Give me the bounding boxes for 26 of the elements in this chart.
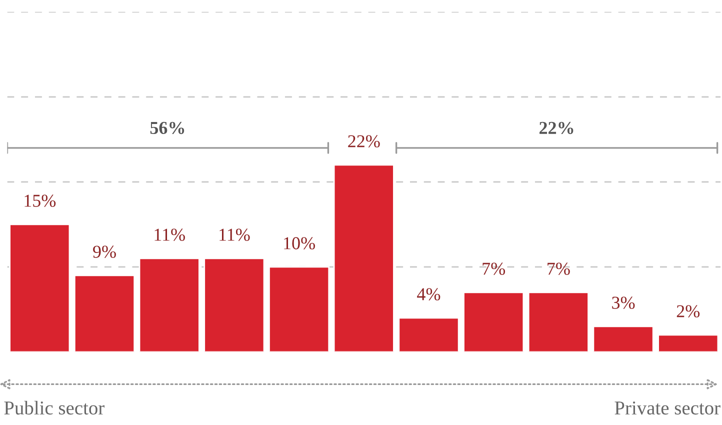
data-label: 9% <box>93 246 116 258</box>
data-label: 11% <box>154 228 185 241</box>
data-label: 3% <box>612 296 635 309</box>
data-label: 15% <box>24 194 56 207</box>
bar <box>333 164 394 352</box>
data-label: 7% <box>548 262 570 275</box>
data-label: 7% <box>482 262 506 275</box>
bar <box>9 224 70 352</box>
bar <box>463 292 524 352</box>
bar <box>204 258 265 352</box>
data-label: 22% <box>348 135 380 148</box>
bar <box>528 292 589 352</box>
data-label: 4% <box>417 288 440 300</box>
data-label: 2% <box>676 305 700 318</box>
data-label: 11% <box>220 228 250 241</box>
bar <box>398 317 460 352</box>
bar <box>138 258 200 352</box>
text: Private sector <box>614 402 720 415</box>
bar <box>268 266 330 352</box>
annotation: 22% <box>540 122 574 134</box>
annotation: 56% <box>150 122 184 134</box>
data-label: 10% <box>284 237 315 250</box>
text: Public sector <box>4 400 104 415</box>
bar <box>74 274 136 352</box>
bar <box>658 334 719 352</box>
bar <box>592 326 654 352</box>
